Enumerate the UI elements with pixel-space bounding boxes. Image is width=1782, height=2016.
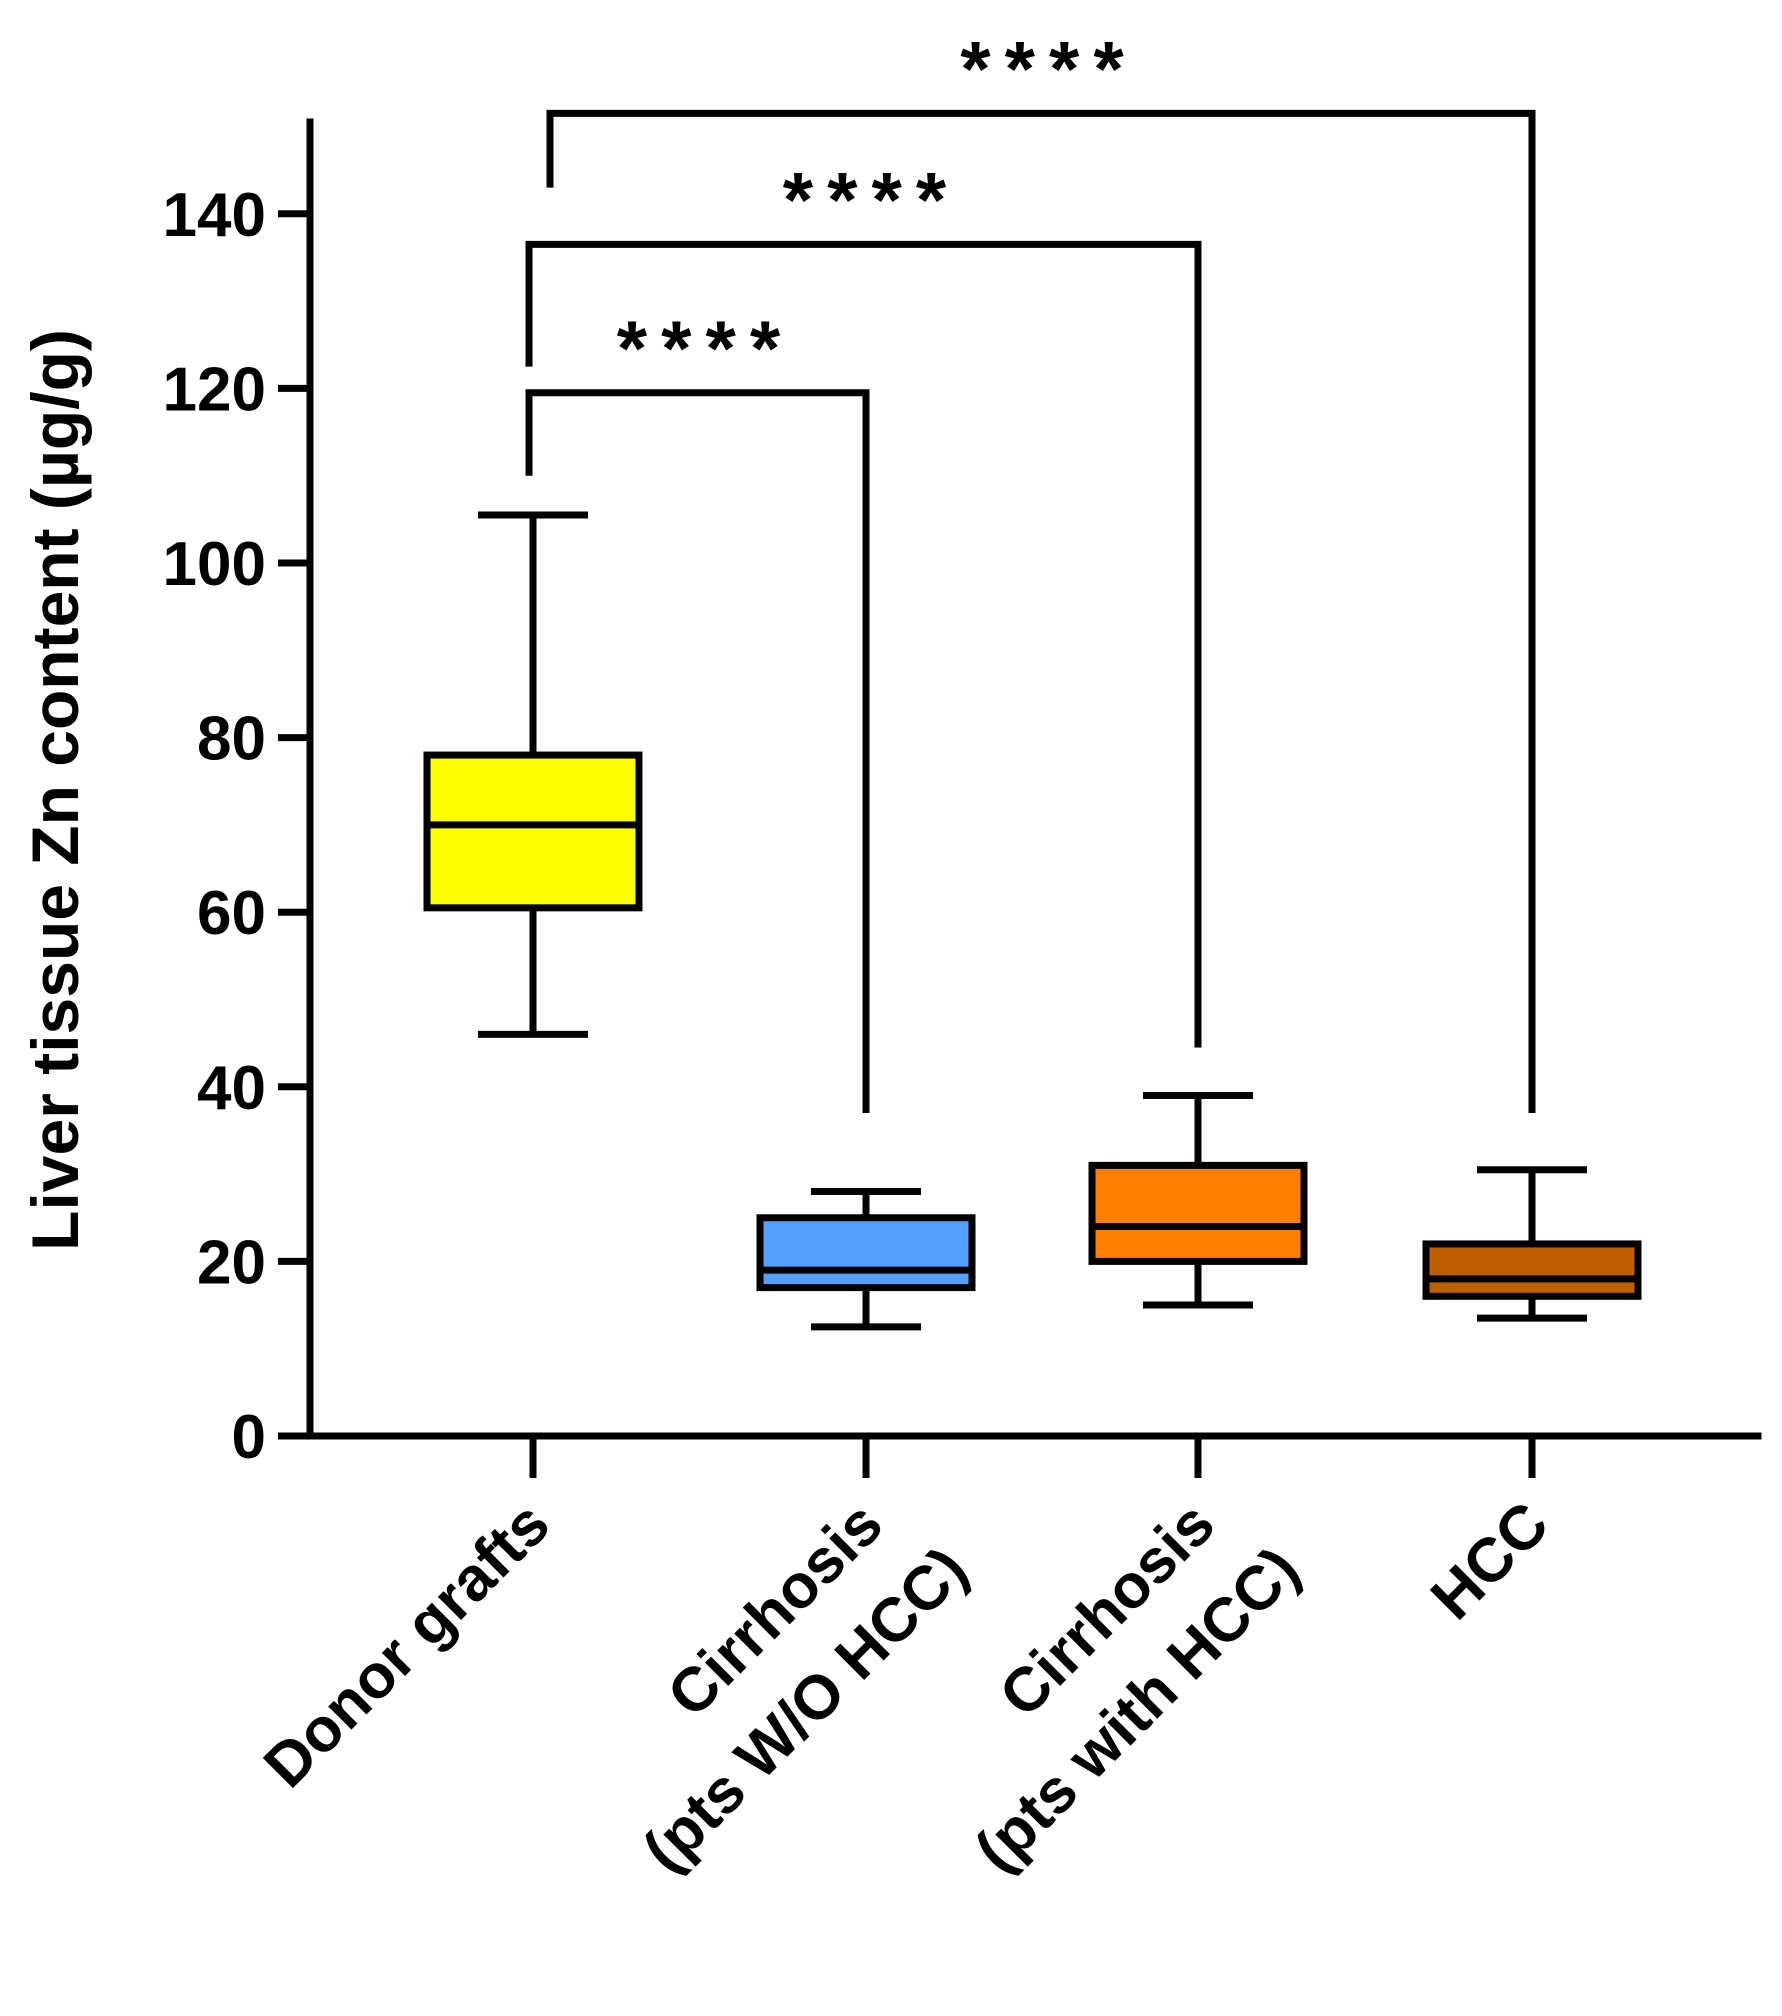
bracket-3: **** <box>546 24 1536 1113</box>
bracket-2: **** <box>525 155 1202 1048</box>
significance-stars: **** <box>783 155 960 243</box>
category-labels: Donor grafts Cirrhosis(pts W/O HCC) Cirrho… <box>251 1489 1562 1885</box>
iqr-box <box>423 751 643 912</box>
y-tick-label: 60 <box>197 879 266 948</box>
y-tick-label: 100 <box>163 530 266 599</box>
x-ticks <box>529 1436 1536 1478</box>
iqr-box <box>756 1214 976 1292</box>
significance-stars: **** <box>960 24 1137 112</box>
category-label-2: Cirrhosis(pts W/O HCC) <box>630 1489 981 1885</box>
y-tick-label: 40 <box>197 1054 266 1123</box>
iqr-box <box>1088 1161 1308 1265</box>
y-ticks: 0 20 40 60 80 100 120 140 <box>163 181 310 1472</box>
bracket-1: **** <box>525 304 870 1113</box>
bracket-line <box>546 109 1536 1113</box>
significance-brackets: ************ <box>525 24 1536 1113</box>
bracket-line <box>525 389 870 1113</box>
iqr-box <box>1422 1240 1642 1300</box>
axes <box>306 118 1762 1440</box>
box-3 <box>1088 1092 1308 1309</box>
category-label-1: Donor grafts <box>251 1489 563 1801</box>
category-label-line1: Donor grafts <box>251 1489 563 1801</box>
y-tick-label: 140 <box>163 181 266 250</box>
box-2 <box>756 1188 976 1331</box>
significance-stars: **** <box>617 304 794 392</box>
bracket-line <box>525 240 1202 1048</box>
boxes <box>423 511 1642 1331</box>
y-tick-label: 80 <box>197 705 266 774</box>
y-tick-label: 120 <box>163 355 266 424</box>
category-label-line1: HCC <box>1418 1489 1562 1633</box>
category-label-3: Cirrhosis(pts with HCC) <box>962 1489 1313 1885</box>
y-tick-label: 20 <box>197 1228 266 1297</box>
box-1 <box>423 511 643 1038</box>
category-label-4: HCC <box>1418 1489 1562 1633</box>
box-4 <box>1422 1166 1642 1322</box>
y-axis-label: Liver tissue Zn content (µg/g) <box>18 329 92 1251</box>
y-tick-label: 0 <box>232 1403 266 1472</box>
